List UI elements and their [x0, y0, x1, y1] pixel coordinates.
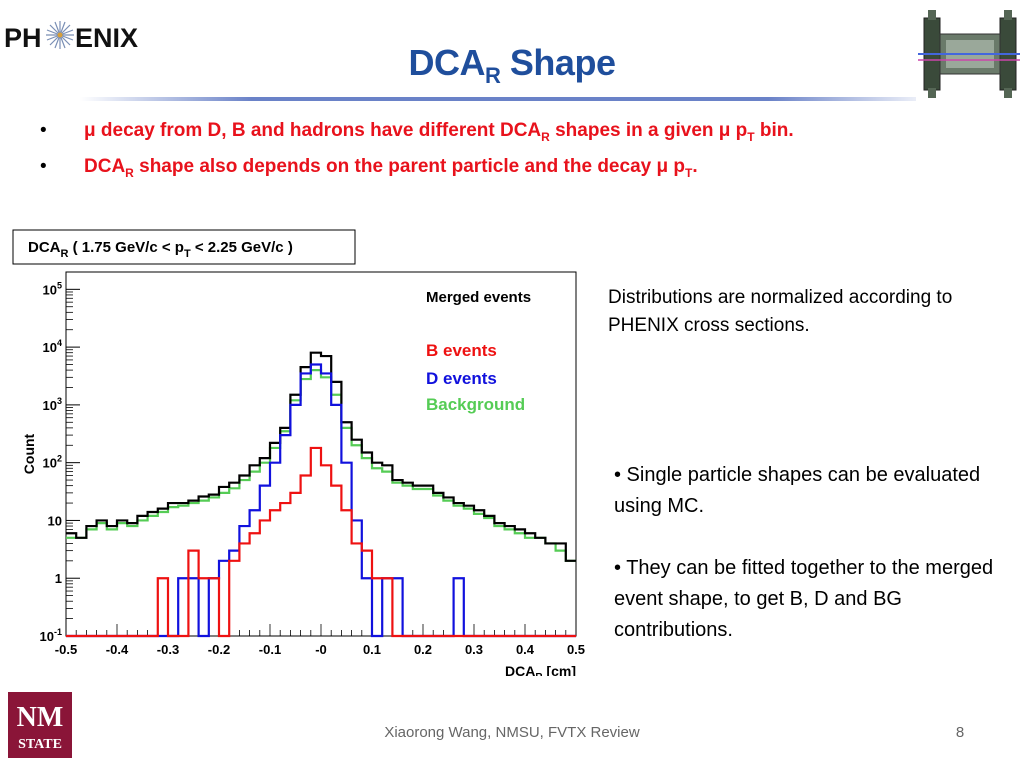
footer-text: Xiaorong Wang, NMSU, FVTX Review	[384, 724, 640, 741]
title-rest: Shape	[500, 42, 616, 83]
x-tick-label: 0.5	[567, 642, 585, 657]
legend-entry: D events	[426, 369, 497, 388]
x-tick-label: 0.1	[363, 642, 381, 657]
phenix-logo: PH ENIX	[4, 21, 138, 53]
phenix-star-icon	[46, 21, 74, 49]
dca-histogram-chart: DCAR ( 1.75 GeV/c < pT < 2.25 GeV/c )10-…	[12, 229, 585, 676]
y-tick-label: 10-1	[40, 627, 62, 644]
x-tick-label: 0.4	[516, 642, 535, 657]
series-merged-events	[66, 351, 576, 562]
y-tick-label: 104	[43, 338, 62, 355]
x-tick-label: 0.2	[414, 642, 432, 657]
x-tick-label: -0.4	[106, 642, 129, 657]
legend-entry: B events	[426, 341, 497, 360]
phenix-logo-text-left: PH	[4, 23, 42, 53]
x-tick-label: -0.5	[55, 642, 77, 657]
y-tick-label: 1	[55, 571, 62, 586]
page-number: 8	[955, 724, 965, 741]
title-subscript: R	[485, 63, 501, 89]
x-tick-label: -0.2	[208, 642, 230, 657]
title-main: DCA	[408, 42, 486, 83]
legend-entry: Background	[426, 395, 525, 414]
detector-image	[916, 4, 1022, 104]
series-b-events	[66, 446, 576, 638]
nmsu-logo-top: NM	[17, 702, 64, 733]
y-tick-label: 105	[43, 280, 62, 297]
phenix-logo-text-right: ENIX	[75, 23, 138, 53]
y-tick-label: 102	[43, 454, 62, 471]
x-tick-label: -0.3	[157, 642, 179, 657]
title-underline	[80, 97, 940, 101]
bullet-list: • μ decay from D, B and hadrons have dif…	[40, 116, 1000, 188]
slide-title: DCAR Shape	[0, 42, 1024, 89]
nmsu-logo: NM STATE	[8, 692, 72, 758]
x-tick-label: -0	[315, 642, 327, 657]
bullet-item: • μ decay from D, B and hadrons have dif…	[40, 120, 794, 144]
y-tick-label: 103	[43, 396, 62, 413]
series-d-events	[66, 363, 576, 638]
bullet-item: • DCAR shape also depends on the parent …	[40, 155, 698, 180]
y-tick-label: 10	[48, 513, 62, 528]
chart-title: DCAR ( 1.75 GeV/c < pT < 2.25 GeV/c )	[28, 239, 293, 260]
x-axis-label: DCAR [cm]	[505, 663, 576, 676]
note-point-1: • Single particle shapes can be evaluate…	[614, 464, 981, 517]
explanation-notes: • Single particle shapes can be evaluate…	[614, 460, 1004, 677]
nmsu-logo-bottom: STATE	[18, 737, 62, 752]
normalization-note: Distributions are normalized according t…	[608, 287, 953, 336]
legend-entry: Merged events	[426, 289, 531, 306]
x-tick-label: -0.1	[259, 642, 281, 657]
x-tick-label: 0.3	[465, 642, 483, 657]
y-axis-label: Count	[21, 433, 37, 474]
chart-title-box	[12, 229, 356, 265]
note-point-2: • They can be fitted together to the mer…	[614, 557, 994, 641]
